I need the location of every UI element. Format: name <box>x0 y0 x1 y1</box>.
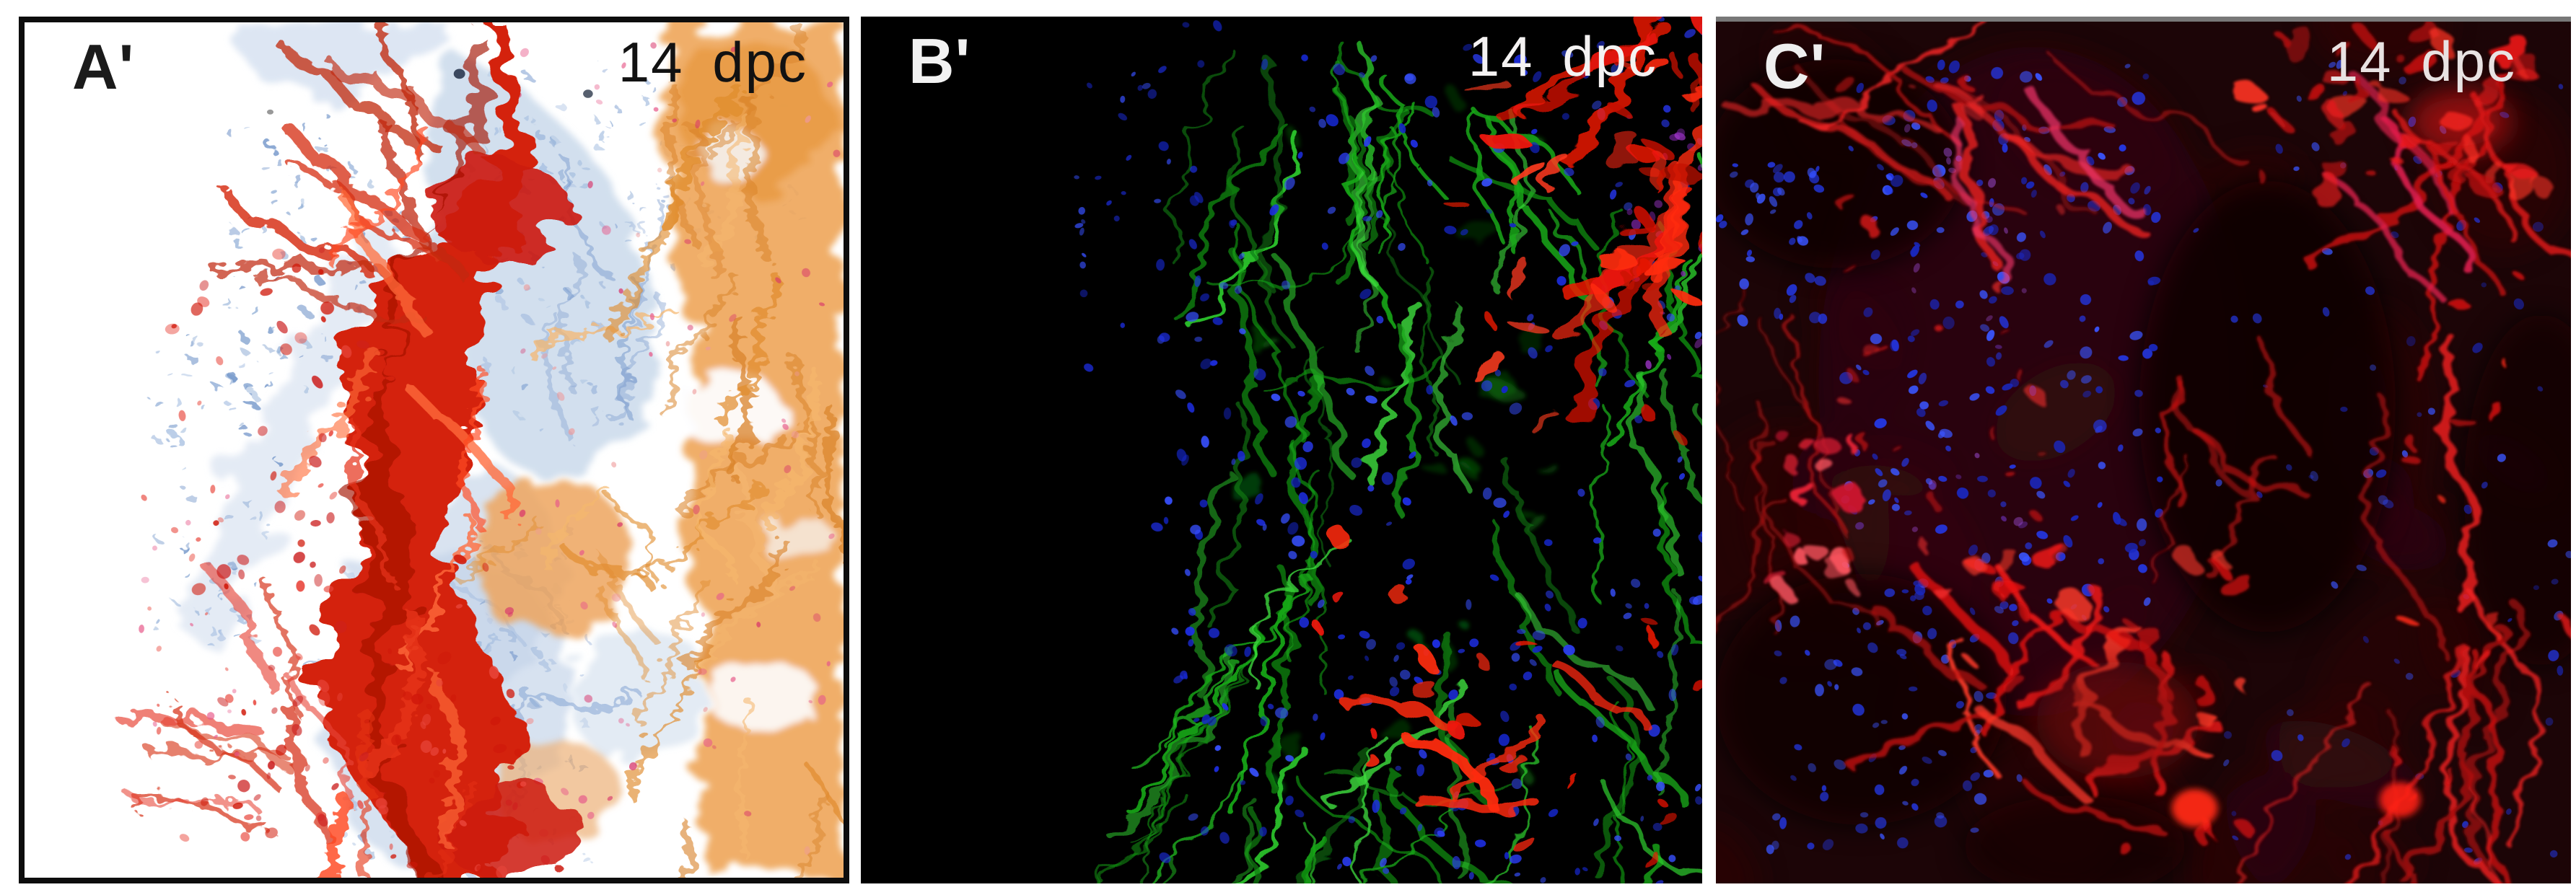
dapi-nuclei-dots <box>1716 59 2571 865</box>
timepoint-label: 14 dpc <box>618 30 807 94</box>
micrograph-image-b <box>861 17 1702 883</box>
dapi-nuclei-dots <box>1074 17 1702 883</box>
dark-lumen-voids <box>1716 59 2571 883</box>
panel-label: B' <box>908 25 971 97</box>
micrograph-panel-a: A' 14 dpc <box>19 17 849 883</box>
micrograph-panel-b: B' 14 dpc <box>861 17 1702 883</box>
red-stain-band <box>319 22 590 878</box>
micrograph-image-a <box>25 22 844 878</box>
bright-red-foci <box>2036 88 2512 828</box>
red-stain-patches <box>1315 17 1702 866</box>
timepoint-label: 14 dpc <box>1468 25 1657 88</box>
micrograph-panel-c: C' 14 dpc <box>1716 17 2571 883</box>
red-stain-patches <box>1766 22 2555 855</box>
dark-debris-specks <box>266 69 593 115</box>
orange-fiber-texture <box>457 24 844 878</box>
red-satellite-dots <box>139 247 527 878</box>
timepoint-label: 14 dpc <box>2326 30 2516 93</box>
panel-label: A' <box>72 31 135 102</box>
micrograph-image-c <box>1716 22 2571 883</box>
panel-label: C' <box>1764 30 1826 102</box>
